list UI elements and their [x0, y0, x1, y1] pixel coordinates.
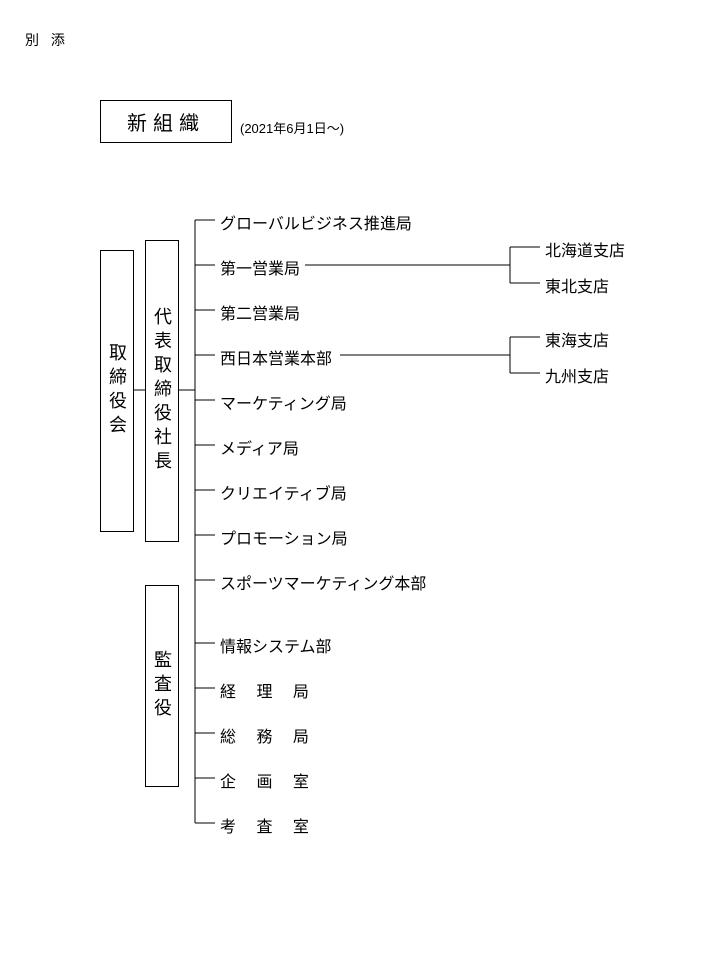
dept-global-business: グローバルビジネス推進局 — [220, 210, 412, 234]
branch-hokkaido: 北海道支店 — [545, 237, 625, 261]
ceo-box: 代表取締役社長 — [145, 240, 179, 542]
board-of-directors-box: 取締役会 — [100, 250, 134, 532]
dept-media: メディア局 — [220, 435, 299, 459]
auditor-box: 監査役 — [145, 585, 179, 787]
dept-promotion: プロモーション局 — [220, 525, 348, 549]
branch-tohoku: 東北支店 — [545, 273, 609, 297]
dept-review: 考 査 室 — [220, 813, 317, 837]
dept-creative: クリエイティブ局 — [220, 480, 347, 504]
dept-accounting: 経 理 局 — [220, 678, 317, 702]
branch-kyushu: 九州支店 — [545, 363, 609, 387]
dept-west-japan-sales: 西日本営業本部 — [220, 345, 332, 369]
branch-tokai: 東海支店 — [545, 327, 609, 351]
dept-planning: 企 画 室 — [220, 768, 317, 792]
dept-marketing: マーケティング局 — [220, 390, 347, 414]
effective-date: (2021年6月1日～) — [240, 118, 344, 137]
title-box: 新組織 — [100, 100, 232, 143]
dept-sales-1: 第一営業局 — [220, 255, 300, 279]
attachment-label: 別 添 — [25, 30, 69, 50]
dept-sales-2: 第二営業局 — [220, 300, 300, 324]
dept-sports-marketing: スポーツマーケティング本部 — [220, 570, 426, 594]
dept-info-systems: 情報システム部 — [220, 633, 332, 657]
org-chart-page: 別 添 新組織 (2021年6月1日～) 取締役会 代表取締役社長 監査役 グロ… — [0, 0, 720, 960]
dept-general-affairs: 総 務 局 — [220, 723, 317, 747]
